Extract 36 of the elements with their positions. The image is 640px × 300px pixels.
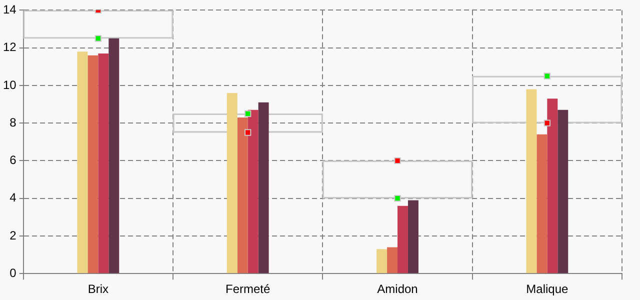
y-tick-label: 8: [10, 115, 17, 130]
bar: [77, 52, 88, 274]
bar: [226, 92, 238, 274]
bar: [408, 200, 418, 274]
point: [244, 129, 252, 136]
point: [244, 110, 252, 118]
y-tick-label: 6: [10, 153, 17, 168]
bar: [23, 10, 174, 39]
bar: [88, 55, 98, 274]
point: [94, 35, 102, 42]
bar: [376, 249, 388, 274]
y-tick-label: 4: [10, 190, 17, 205]
y-tick-label: 14: [2, 2, 17, 17]
point: [394, 195, 401, 202]
bar: [536, 134, 548, 274]
point: [394, 157, 401, 164]
bar: [258, 102, 269, 274]
x-tick-label: Malique: [526, 282, 568, 296]
y-tick-label: 2: [10, 228, 17, 242]
x-tick-label: Brix: [88, 282, 109, 296]
bar: [526, 89, 537, 274]
bar: [398, 206, 408, 274]
x-tick-label: Fermeté: [226, 282, 270, 296]
bar: [547, 98, 558, 274]
y-tick-label: 0: [10, 266, 17, 280]
bar: [98, 53, 109, 274]
y-tick-label: 12: [2, 40, 17, 54]
bar: [237, 117, 248, 274]
point: [544, 72, 550, 80]
y-tick-label: 10: [2, 78, 17, 92]
point: [544, 120, 550, 126]
bar: [387, 247, 398, 274]
bar: [558, 110, 568, 274]
x-tick-label: Amidon: [377, 282, 418, 296]
bar: [108, 38, 120, 274]
bar: [248, 110, 258, 274]
